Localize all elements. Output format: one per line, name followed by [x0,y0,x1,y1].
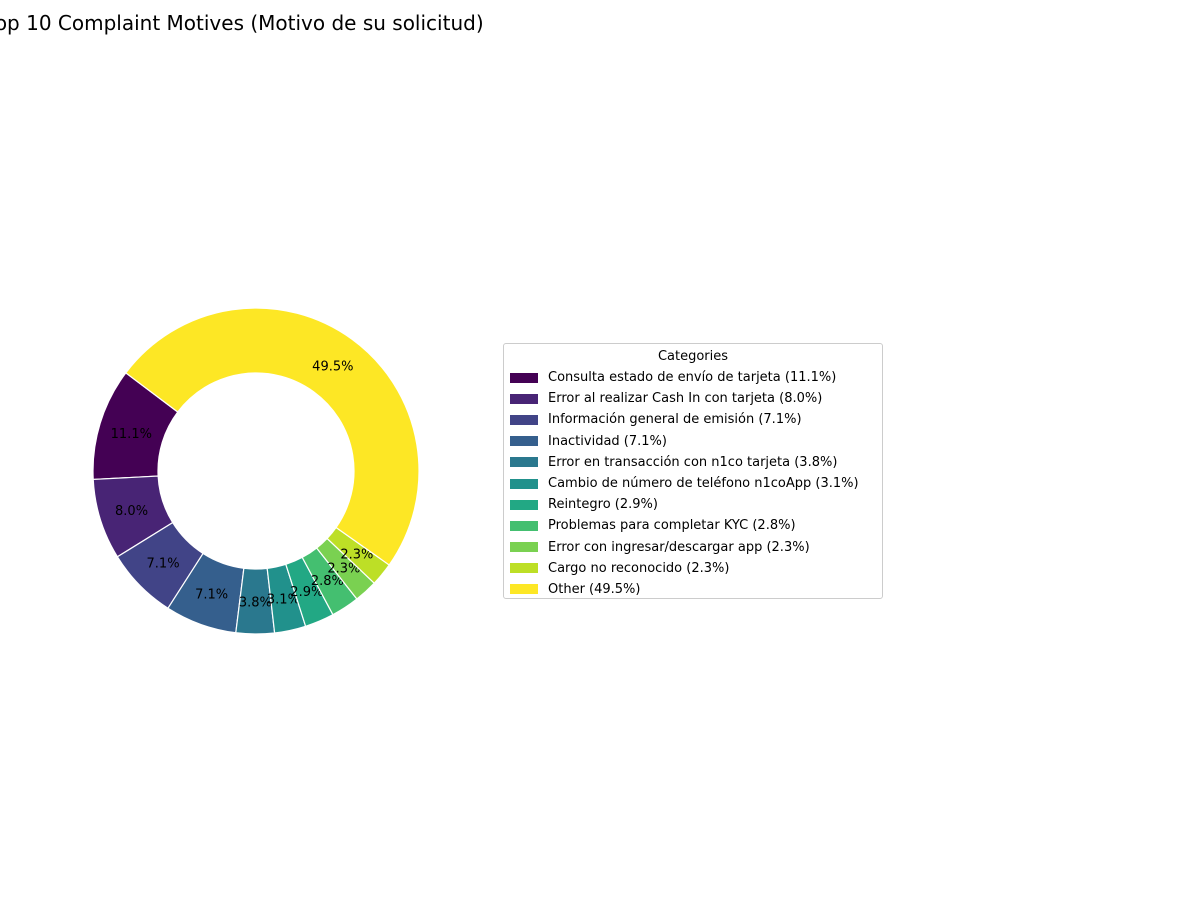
legend-swatch-1 [510,372,538,383]
legend-swatch-5 [510,457,538,468]
legend-item-5: Error en transacción con n1co tarjeta (3… [504,452,882,473]
legend-swatch-8 [510,520,538,531]
legend-title: Categories [657,349,729,364]
legend-label-7: Reintegro (2.9%) [548,497,658,513]
slice-label-1: 11.1% [111,427,152,442]
legend-swatch-11 [510,584,538,595]
legend-item-9: Error con ingresar/descargar app (2.3%) [504,537,882,558]
legend-item-6: Cambio de número de teléfono n1coApp (3.… [504,473,882,494]
legend-swatch-10 [510,563,538,574]
legend-swatch-9 [510,542,538,553]
legend-item-4: Inactividad (7.1%) [504,431,882,452]
donut-chart: 11.1%8.0%7.1%7.1%3.8%3.1%2.9%2.8%2.3%2.3… [92,307,420,635]
legend-label-5: Error en transacción con n1co tarjeta (3… [548,454,838,470]
legend-label-6: Cambio de número de teléfono n1coApp (3.… [548,476,859,492]
chart-title: Top 10 Complaint Motives (Motivo de su s… [0,11,484,35]
legend-swatch-6 [510,478,538,489]
legend: Categories Consulta estado de envío de t… [503,343,883,599]
legend-label-9: Error con ingresar/descargar app (2.3%) [548,539,810,555]
legend-label-4: Inactividad (7.1%) [548,433,667,449]
legend-label-10: Cargo no reconocido (2.3%) [548,560,730,576]
slice-label-6: 3.1% [267,592,300,607]
legend-item-10: Cargo no reconocido (2.3%) [504,558,882,579]
legend-label-2: Error al realizar Cash In con tarjeta (8… [548,391,823,407]
legend-items: Consulta estado de envío de tarjeta (11.… [504,367,882,600]
slice-label-10: 2.3% [340,548,373,563]
slice-label-11: 49.5% [312,360,353,375]
legend-item-1: Consulta estado de envío de tarjeta (11.… [504,367,882,388]
legend-label-3: Información general de emisión (7.1%) [548,412,802,428]
slice-label-3: 7.1% [147,556,180,571]
legend-label-1: Consulta estado de envío de tarjeta (11.… [548,370,837,386]
legend-item-2: Error al realizar Cash In con tarjeta (8… [504,388,882,409]
slice-label-7: 2.9% [290,585,323,600]
slice-label-4: 7.1% [195,588,228,603]
legend-swatch-3 [510,414,538,425]
legend-item-11: Other (49.5%) [504,579,882,600]
donut-slice-11 [124,307,420,566]
legend-swatch-2 [510,393,538,404]
legend-item-3: Información general de emisión (7.1%) [504,409,882,430]
slice-label-5: 3.8% [239,595,272,610]
legend-item-7: Reintegro (2.9%) [504,494,882,515]
slice-label-8: 2.8% [311,574,344,589]
legend-swatch-7 [510,499,538,510]
legend-swatch-4 [510,436,538,447]
legend-item-8: Problemas para completar KYC (2.8%) [504,515,882,536]
slice-label-2: 8.0% [115,504,148,519]
legend-label-11: Other (49.5%) [548,581,641,597]
legend-label-8: Problemas para completar KYC (2.8%) [548,518,796,534]
slice-label-9: 2.3% [327,561,360,576]
